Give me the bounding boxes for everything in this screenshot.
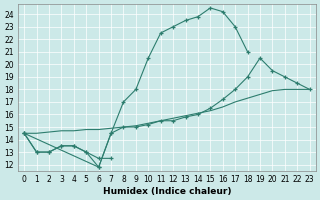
X-axis label: Humidex (Indice chaleur): Humidex (Indice chaleur) xyxy=(103,187,231,196)
